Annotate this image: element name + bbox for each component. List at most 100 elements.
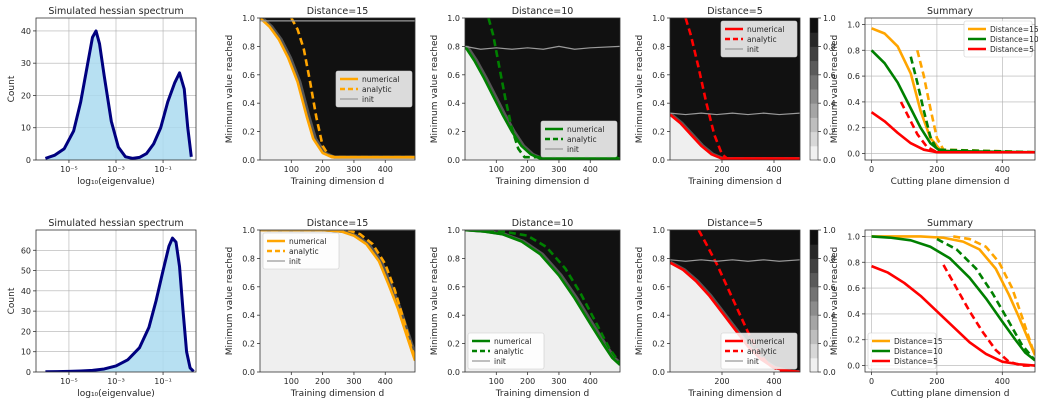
panel-r1-sum: 0 200 400 0.0 0.2 0.4 0.6 0.8 1.0 Summary Cutting … — [830, 218, 1036, 399]
y-tick-label: 0.8 — [242, 42, 255, 51]
histogram-fill — [45, 238, 194, 372]
y-tick-label: 0.0 — [652, 368, 665, 377]
colorbar-step — [810, 272, 818, 288]
series-line-Distance=10 — [871, 235, 1035, 362]
y-axis-label: Minimum value reached — [430, 247, 440, 355]
y-tick-label: 0.0 — [847, 362, 860, 371]
y-axis-label: Minimum value reached — [225, 247, 235, 355]
y-tick-label: 1.0 — [847, 20, 860, 29]
colorbar-step — [810, 230, 818, 245]
legend-label-numerical: numerical — [747, 25, 784, 34]
legend-label-analytic: analytic — [567, 135, 597, 144]
colorbar-tick-label: 0.4 — [823, 99, 836, 108]
colorbar-step — [810, 46, 818, 62]
colorbar-0: 1.0 0.8 0.6 0.4 0.2 0.0 — [809, 14, 836, 165]
y-tick-label: 0.2 — [652, 340, 665, 349]
colorbar-tick-label: 0.0 — [823, 156, 836, 165]
axes-frame — [464, 17, 621, 161]
y-tick-label: 0.8 — [652, 42, 665, 51]
y-tick-label: 0.6 — [447, 283, 460, 292]
histogram-line — [44, 29, 193, 160]
plot-area — [865, 230, 1035, 372]
legend-label-Distance=5: Distance=5 — [894, 357, 938, 366]
y-tick-label: 0.4 — [652, 99, 665, 108]
y-tick-label: 1.0 — [242, 14, 255, 23]
x-tick-label: 400 — [378, 165, 393, 174]
y-tick-label: 0.0 — [447, 156, 460, 165]
y-tick-label: 0 — [26, 368, 31, 377]
legend-label-init: init — [567, 145, 579, 154]
series-line-init — [670, 112, 800, 116]
axes-frame — [259, 229, 416, 373]
series-line-Distance=5 — [870, 111, 1035, 154]
panel-r0-sum: 0 200 400 0.0 0.2 0.4 0.6 0.8 1.0 Summary Cutting … — [830, 6, 1038, 187]
plot-area — [865, 18, 1035, 160]
y-axis-label: Count — [7, 75, 17, 102]
x-tick-label: 200 — [315, 377, 330, 386]
x-tick-label: 0 — [869, 377, 874, 386]
y-tick-label: 0.8 — [847, 258, 860, 267]
legend-label-init: init — [747, 357, 759, 366]
colorbar-step — [810, 89, 818, 104]
colorbar-tick-label: 0.6 — [823, 283, 836, 292]
y-tick-label: 0.2 — [652, 128, 665, 137]
x-axis-label: log₁₀(eigenvalue) — [77, 389, 155, 399]
x-tick-label: 200 — [520, 377, 535, 386]
y-tick-label: 50 — [21, 267, 31, 276]
legend-label-analytic: analytic — [362, 85, 392, 94]
y-tick-label: 0.8 — [652, 254, 665, 263]
series-line-analytic-1 — [953, 235, 1035, 356]
y-tick-label: 0.8 — [447, 254, 460, 263]
y-tick-label: 0.6 — [847, 284, 860, 293]
x-tick-label: 10⁻¹ — [154, 165, 172, 174]
x-tick-label: 10⁻¹ — [154, 377, 172, 386]
y-tick-label: 0.4 — [652, 311, 665, 320]
series-line-Distance=10 — [870, 49, 1035, 154]
y-tick-label: 0.0 — [242, 156, 255, 165]
panel-title: Simulated hessian spectrum — [48, 6, 183, 17]
series-line-Distance=15 — [871, 235, 1035, 356]
colorbar-step — [810, 131, 818, 147]
series-line-analytic-3 — [936, 237, 1035, 362]
series-line-analytic-5 — [942, 264, 1035, 367]
y-tick-label: 0.2 — [242, 128, 255, 137]
legend-label-Distance=10: Distance=10 — [990, 35, 1038, 44]
y-tick-label: 0.6 — [847, 72, 860, 81]
panel-title: Distance=15 — [307, 6, 369, 17]
y-axis-label: Minimum value reached — [830, 35, 840, 143]
x-axis-label: Training dimension d — [290, 177, 385, 187]
series-line-analytic-5 — [899, 101, 1035, 154]
y-axis-label: Count — [7, 287, 17, 314]
colorbar-step — [810, 60, 818, 76]
x-axis-label: Training dimension d — [495, 177, 590, 187]
colorbar-step — [810, 145, 818, 161]
heatmap-light-region — [670, 114, 800, 160]
histogram-line — [45, 236, 195, 372]
legend-label-init: init — [747, 45, 759, 54]
x-tick-label: 100 — [489, 377, 504, 386]
y-tick-label: 0.4 — [847, 98, 860, 107]
series-line-analytic — [290, 18, 415, 159]
x-tick-label: 10⁻⁵ — [60, 165, 78, 174]
series-line-Distance=5 — [871, 264, 1035, 367]
y-tick-label: 0.2 — [242, 340, 255, 349]
x-tick-label: 10⁻³ — [107, 377, 125, 386]
colorbar-step — [810, 258, 818, 274]
panel-r1-d5: 200 400 0.0 0.2 0.4 0.6 0.8 1.0 Distance=5 Traini… — [635, 218, 801, 399]
axes-frame — [464, 229, 621, 373]
y-tick-label: 0.0 — [652, 156, 665, 165]
colorbar-tick-label: 0.2 — [823, 128, 836, 137]
colorbar-tick-label: 0.4 — [823, 311, 836, 320]
y-tick-label: 0 — [26, 156, 31, 165]
axes-frame — [259, 17, 416, 161]
axes-frame — [669, 17, 801, 161]
y-tick-label: 1.0 — [652, 226, 665, 235]
colorbar-step — [810, 18, 818, 33]
y-tick-label: 0.4 — [242, 311, 255, 320]
axes-frame — [864, 17, 1036, 161]
